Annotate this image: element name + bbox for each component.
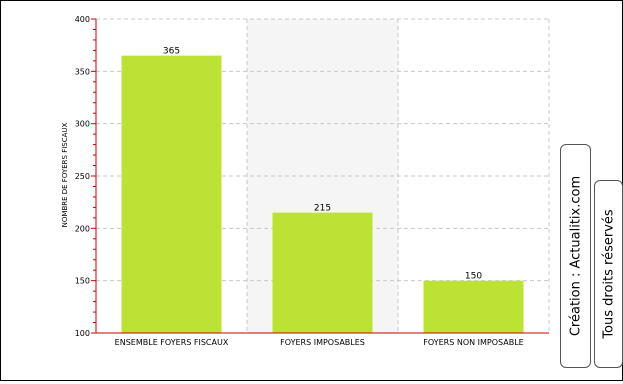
credit-creation-tag: Création : Actualitix.com: [560, 144, 591, 368]
x-tick-labels: ENSEMBLE FOYERS FISCAUX FOYERS IMPOSABLES…: [115, 338, 524, 347]
y-tick-label: 250: [75, 172, 90, 181]
bar: [121, 55, 222, 334]
x-tick-label: FOYERS IMPOSABLES: [280, 338, 365, 347]
bar: [272, 212, 373, 333]
x-tick-label: ENSEMBLE FOYERS FISCAUX: [115, 338, 229, 347]
y-tick-labels: 100 150 200 250 300 350 400: [75, 15, 90, 338]
credit-rights-text: Tous droits réservés: [601, 209, 616, 339]
bars: [121, 55, 524, 334]
y-tick-label: 200: [75, 224, 90, 233]
data-label: 215: [314, 204, 331, 214]
credit-rights-tag: Tous droits réservés: [594, 180, 623, 368]
y-tick-label: 350: [75, 67, 90, 76]
bar: [423, 280, 524, 333]
data-label: 150: [465, 272, 482, 282]
y-axis-label: NOMBRE DE FOYERS FISCAUX: [61, 122, 69, 227]
y-tick-label: 300: [75, 120, 90, 129]
data-label: 365: [163, 47, 180, 57]
axes: [91, 18, 549, 334]
x-tick-label: FOYERS NON IMPOSABLE: [423, 338, 523, 347]
y-tick-label: 150: [75, 277, 90, 286]
data-labels: 365 215 150: [163, 47, 482, 282]
y-tick-label: 400: [75, 15, 90, 24]
credit-creation-text: Création : Actualitix.com: [568, 175, 583, 337]
y-tick-label: 100: [75, 329, 90, 338]
